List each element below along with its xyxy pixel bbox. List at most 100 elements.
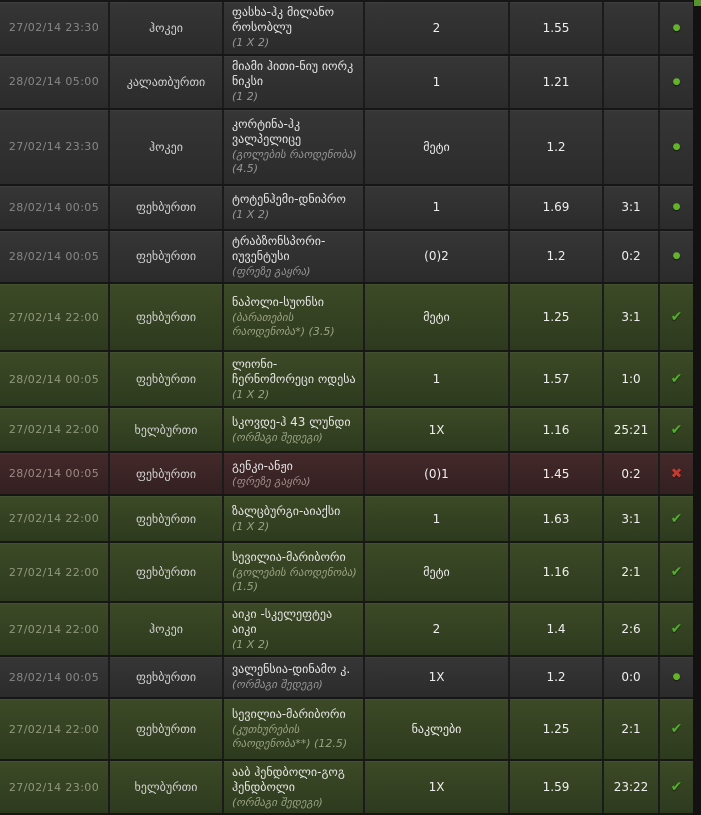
- bet-date: 28/02/14 00:05: [0, 185, 110, 229]
- bet-selection: 1X: [365, 761, 510, 813]
- bet-selection: 1: [365, 496, 510, 542]
- bet-status-cell: ●: [660, 231, 693, 283]
- bet-event-title: ტრაბზონსპორი-იუვენტუსი: [232, 234, 326, 263]
- bet-event: ტრაბზონსპორი-იუვენტუსი (ფრეზე გაყრა): [224, 230, 365, 283]
- bet-market-note: (1 X 2): [232, 208, 270, 222]
- bet-score: 0:2: [604, 453, 660, 495]
- bet-score: 1:0: [604, 352, 660, 407]
- bet-row[interactable]: 27/02/14 22:00 ხელბურთი სკოვდე-ჰ 43 ლუნდი(…: [0, 408, 693, 454]
- bet-event-title: კორტინა-ჰკ ვალპელიცე: [232, 117, 302, 147]
- bet-market-note: (ორმაგი შედეგი): [232, 678, 323, 692]
- bet-sport: ჰოკეი: [110, 603, 224, 656]
- bet-event: აიკი -სკელეფტეა აიკი (1 X 2): [224, 603, 365, 656]
- bet-row[interactable]: 28/02/14 00:05 ფეხბურთი ტრაბზონსპორი-იუვენ…: [0, 230, 693, 285]
- scrollbar-thumb[interactable]: [694, 0, 701, 6]
- bet-event-title: სკოვდე-ჰ 43 ლუნდი: [232, 414, 351, 429]
- bet-row[interactable]: 27/02/14 22:00 ფეხბურთი სევილია-მარიბორი (გ…: [0, 543, 693, 604]
- bet-selection: (0)2: [365, 230, 510, 283]
- bet-odds: 1.45: [510, 453, 604, 495]
- bet-row[interactable]: 28/02/14 00:05 ფეხბურთი ვალენსია-დინამო კ.…: [0, 657, 693, 700]
- bet-row[interactable]: 28/02/14 00:05 ფეხბურთი ლიონი-ჩერნომორეცი …: [0, 352, 693, 409]
- bet-status-cell: ✔: [660, 699, 693, 759]
- bet-selection: მეტი: [365, 284, 510, 351]
- pending-dot-icon: ●: [672, 672, 681, 683]
- bet-event-title: ლიონი-ჩერნომორეცი ოდესა: [232, 356, 356, 386]
- bet-odds: 1.55: [510, 2, 604, 54]
- bet-date: 27/02/14 22:00: [0, 543, 110, 602]
- bet-event-title: ფასხა-ჰკ მილანო როსობლუ: [232, 5, 335, 35]
- bet-status-cell: ✔: [660, 408, 693, 451]
- bet-sport: ფეხბურთი: [110, 699, 224, 760]
- bet-market-note: (ორმაგი შედეგი): [232, 430, 323, 444]
- bet-score: [604, 2, 660, 54]
- bet-market-note: (1 X 2): [232, 637, 270, 651]
- bet-date: 28/02/14 00:05: [0, 657, 110, 698]
- bet-sport: ფეხბურთი: [110, 230, 224, 283]
- lost-cross-icon: ✖: [670, 465, 683, 482]
- bet-odds: 1.69: [510, 185, 604, 229]
- won-check-icon: ✔: [670, 779, 683, 796]
- bet-date: 27/02/14 22:00: [0, 284, 110, 351]
- bet-row[interactable]: 27/02/14 22:00 ჰოკეი აიკი -სკელეფტეა აიკი(…: [0, 603, 693, 658]
- scrollbar-track[interactable]: [693, 0, 701, 815]
- bet-date: 28/02/14 00:05: [0, 230, 110, 283]
- bet-sport: ფეხბურთი: [110, 543, 224, 602]
- bet-row[interactable]: 28/02/14 00:05 ფეხბურთი ტოტენჰემი-დნიპრო (1…: [0, 185, 693, 231]
- bet-sport: ჰოკეი: [110, 109, 224, 184]
- bet-event-title: ტოტენჰემი-დნიპრო: [232, 192, 346, 207]
- bet-odds: 1.16: [510, 408, 604, 452]
- bet-event-title: ააბ ჰენდბოლი-გოგ ჰენდბოლი: [232, 764, 345, 794]
- bet-status-cell: ✔: [660, 352, 693, 406]
- bet-selection: 1X: [365, 408, 510, 452]
- bet-score: 23:22: [604, 761, 660, 813]
- bet-sport: ხელბურთი: [110, 408, 224, 452]
- bet-event: ზალცბურგი-აიაქსი (1 X 2): [224, 496, 365, 542]
- bet-status-cell: ●: [660, 110, 693, 184]
- bet-row[interactable]: 27/02/14 23:30 ჰოკეი ფასხა-ჰკ მილანო როსობ…: [0, 2, 693, 56]
- bet-selection: 2: [365, 603, 510, 656]
- bet-date: 27/02/14 22:00: [0, 699, 110, 760]
- bet-row[interactable]: 27/02/14 22:00 ფეხბურთი ზალცბურგი-აიაქსი (1…: [0, 496, 693, 544]
- bet-odds: 1.21: [510, 55, 604, 108]
- bet-sport: ფეხბურთი: [110, 496, 224, 542]
- bet-selection: 2: [365, 2, 510, 54]
- bet-market-note: (კუთხურების რაოდენობა**) (12.5): [232, 723, 348, 751]
- bet-event-title: ნაპოლი-სუონსი: [232, 295, 324, 310]
- bet-row[interactable]: 28/02/14 05:00 კალათბურთი მიამი ჰითი-ნიუ ი…: [0, 55, 693, 110]
- bet-market-note: (ბარათების რაოდენობა*) (3.5): [232, 311, 335, 339]
- bet-event: ნაპოლი-სუონსი (ბარათების რაოდენობა*) (3.5…: [224, 284, 365, 351]
- bet-selection: (0)1: [365, 453, 510, 495]
- bet-odds: 1.57: [510, 352, 604, 407]
- bet-sport: ხელბურთი: [110, 761, 224, 813]
- bet-row[interactable]: 28/02/14 00:05 ფეხბურთი გენკი-ანჟი (ფრეზე გ…: [0, 453, 693, 497]
- bet-market-note: (1 X 2): [232, 387, 270, 401]
- bet-status-cell: ●: [660, 56, 693, 108]
- bet-status-cell: ✖: [660, 453, 693, 494]
- pending-dot-icon: ●: [672, 22, 681, 33]
- bet-date: 27/02/14 22:00: [0, 496, 110, 542]
- bet-row[interactable]: 27/02/14 23:30 ჰოკეი კორტინა-ჰკ ვალპელიცე(…: [0, 109, 693, 186]
- bet-event: ტოტენჰემი-დნიპრო (1 X 2): [224, 185, 365, 229]
- bet-selection: 1: [365, 55, 510, 108]
- bet-selection: მეტი: [365, 109, 510, 184]
- bet-status-cell: ✔: [660, 603, 693, 655]
- bet-market-note: (1 2): [232, 90, 259, 104]
- bet-selection: 1X: [365, 657, 510, 698]
- bet-row[interactable]: 27/02/14 23:00 ხელბურთი ააბ ჰენდბოლი-გოგ ჰ…: [0, 761, 693, 815]
- bet-event-title: მიამი ჰითი-ნიუ იორკ ნიკსი: [232, 59, 354, 89]
- bet-row[interactable]: 27/02/14 22:00 ფეხბურთი სევილია-მარიბორი (კ…: [0, 699, 693, 762]
- bet-market-note: (გოლების რაოდენობა) (4.5): [232, 148, 357, 176]
- bet-odds: 1.25: [510, 284, 604, 351]
- bet-score: 3:1: [604, 185, 660, 229]
- bet-sport: ფეხბურთი: [110, 657, 224, 698]
- pending-dot-icon: ●: [672, 141, 681, 152]
- pending-dot-icon: ●: [672, 202, 681, 213]
- bet-date: 27/02/14 23:30: [0, 2, 110, 54]
- bet-event: გენკი-ანჟი (ფრეზე გაყრა): [224, 453, 365, 495]
- bet-row[interactable]: 27/02/14 22:00 ფეხბურთი ნაპოლი-სუონსი (ბარა…: [0, 284, 693, 353]
- bet-market-note: (1 X 2): [232, 519, 270, 533]
- bet-sport: ჰოკეი: [110, 2, 224, 54]
- bet-date: 27/02/14 23:00: [0, 761, 110, 813]
- bet-market-note: (გოლების რაოდენობა) (1.5): [232, 566, 357, 594]
